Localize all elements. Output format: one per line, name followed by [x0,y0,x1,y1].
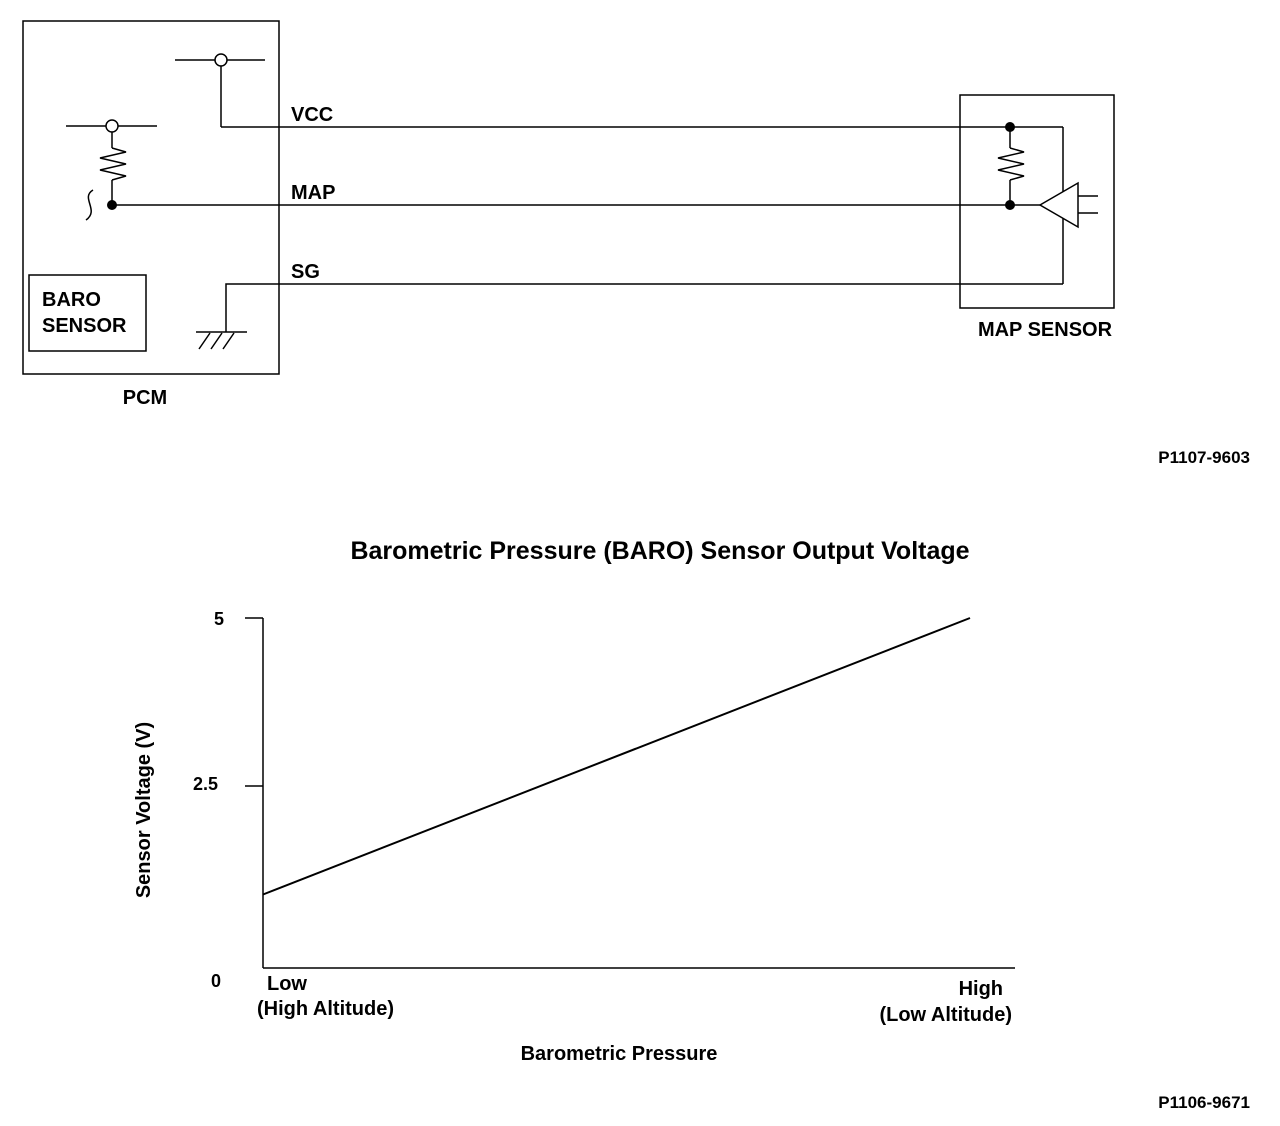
y-tick-label-0: 0 [211,971,221,991]
pcm-box [22,20,280,375]
x-label-high-line1: High [959,978,1003,1000]
map-sensor-box [959,94,1115,309]
x-axis-label: Barometric Pressure [521,1043,718,1065]
ground-symbol [196,283,279,350]
y-axis-label: Sensor Voltage (V) [133,722,155,898]
schematic-figure-code: P1107-9603 [1158,448,1250,467]
vcc-supply-terminal [175,53,265,127]
baro-sensor-label-line1: BARO [42,289,101,311]
chart-title: Barometric Pressure (BARO) Sensor Output… [350,537,969,565]
map-sensor-resistor [997,127,1025,205]
x-label-low-line1: Low [267,973,307,995]
baro-sensor-box [28,274,147,352]
map-sensor-label: MAP SENSOR [978,319,1113,341]
pcm-pullup-resistor [66,119,157,205]
map-sensor-amplifier-symbol [1038,181,1098,229]
baro-chart: Barometric Pressure (BARO) Sensor Output… [133,537,1250,1112]
y-tick-label-2-5: 2.5 [193,774,218,794]
x-label-low-line2: (High Altitude) [257,998,394,1020]
baro-sensor-label-line2: SENSOR [42,315,127,337]
y-tick-label-5: 5 [214,609,224,629]
chart-figure-code: P1106-9671 [1158,1093,1250,1112]
map-wire-label: MAP [291,182,335,204]
sg-wire-label: SG [291,261,320,283]
vcc-wire-label: VCC [291,104,333,126]
pcm-internal-link-symbol [85,189,94,221]
series-line [262,617,971,896]
pcm-label: PCM [123,387,167,409]
x-label-high-line2: (Low Altitude) [879,1004,1012,1026]
map-sensor-output-node [1005,200,1015,210]
schematic: PCM BARO SENSOR [22,20,1250,467]
